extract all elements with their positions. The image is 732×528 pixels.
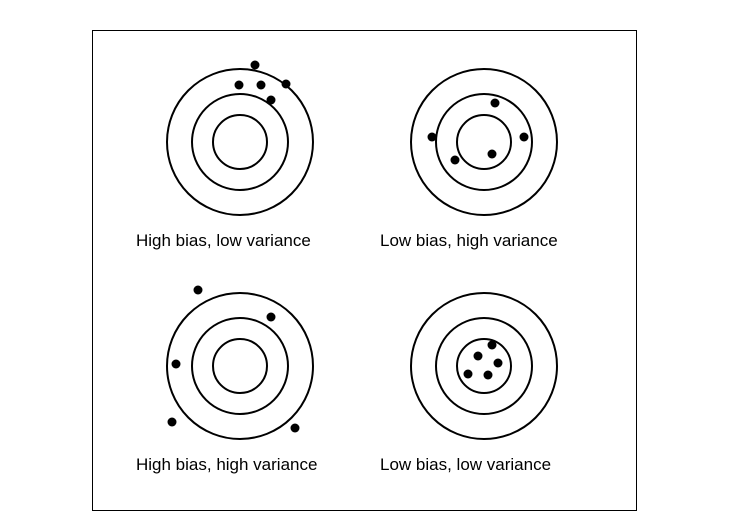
figure-frame: [92, 30, 637, 511]
hit-dot: [167, 417, 177, 427]
hit-dot: [473, 351, 483, 361]
outer-ring: [166, 68, 314, 216]
bullseye: [456, 114, 512, 170]
hit-dot: [463, 369, 473, 379]
hit-dot: [290, 423, 300, 433]
hit-dot: [519, 132, 529, 142]
outer-ring: [410, 68, 558, 216]
outer-ring: [410, 292, 558, 440]
caption-high-bias-high-variance: High bias, high variance: [136, 455, 318, 474]
target-high-bias-high-variance: [166, 285, 314, 440]
hit-dot: [234, 80, 244, 90]
middle-ring: [191, 317, 289, 415]
caption-low-bias-high-variance: Low bias, high variance: [380, 231, 558, 250]
hit-dot: [256, 80, 266, 90]
middle-ring: [191, 93, 289, 191]
hit-dot: [171, 359, 181, 369]
hit-dot: [487, 149, 497, 159]
target-low-bias-high-variance: [410, 68, 558, 216]
hit-dot: [493, 358, 503, 368]
hit-dot: [483, 370, 493, 380]
hit-dot: [427, 132, 437, 142]
bullseye: [212, 114, 268, 170]
caption-high-bias-low-variance: High bias, low variance: [136, 231, 311, 250]
middle-ring: [435, 317, 533, 415]
hit-dot: [281, 79, 291, 89]
target-high-bias-low-variance: [166, 60, 314, 216]
bullseye: [212, 338, 268, 394]
hit-dot: [450, 155, 460, 165]
hit-dot: [193, 285, 203, 295]
target-low-bias-low-variance: [410, 292, 558, 440]
hit-dot: [487, 340, 497, 350]
middle-ring: [435, 93, 533, 191]
hit-dot: [266, 95, 276, 105]
hit-dot: [266, 312, 276, 322]
hit-dot: [250, 60, 260, 70]
hit-dot: [490, 98, 500, 108]
outer-ring: [166, 292, 314, 440]
caption-low-bias-low-variance: Low bias, low variance: [380, 455, 552, 474]
bullseye: [456, 338, 512, 394]
